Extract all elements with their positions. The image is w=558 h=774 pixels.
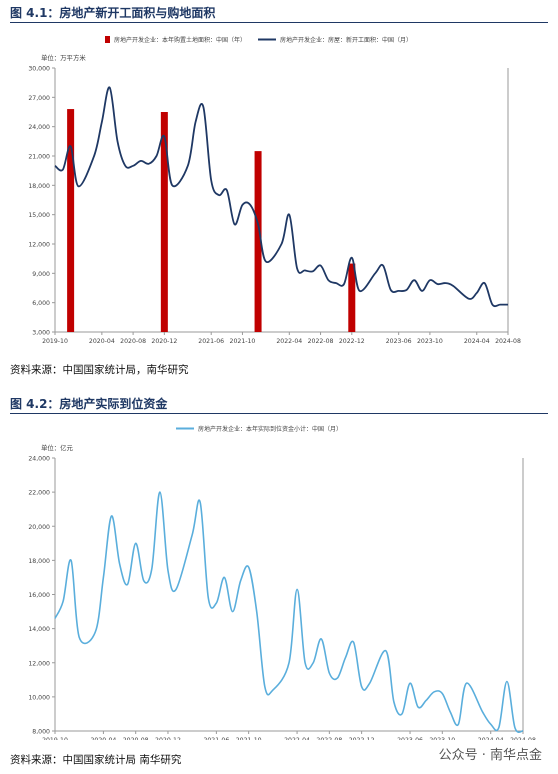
figure-1-title: 图 4.1：房地产新开工面积与购地面积 [10, 6, 216, 20]
x-tick-label: 2023-06 [386, 338, 412, 345]
x-tick-label: 2021-10 [230, 338, 256, 345]
x-tick-label: 2022-04 [284, 737, 310, 740]
x-tick-label: 2022-08 [308, 338, 334, 345]
bar [160, 112, 168, 332]
y-tick-label: 8,000 [32, 729, 50, 736]
figure-2-title: 图 4.2：房地产实际到位资金 [10, 397, 168, 411]
watermark: 公众号 · 南华点金 [438, 748, 542, 763]
y-tick-label: 3,000 [32, 330, 50, 337]
x-tick-label: 2020-08 [120, 338, 146, 345]
y-tick-label: 21,000 [28, 154, 50, 161]
y-tick-label: 16,000 [28, 592, 50, 599]
chart-1: 3,000 6,000 9,000 12,000 15,000 18,000 21,000 2… [28, 36, 521, 345]
y-tick-label: 24,000 [28, 456, 50, 463]
y-tick-label: 27,000 [28, 95, 50, 102]
y-tick-label: 15,000 [28, 212, 50, 219]
series-line [54, 491, 524, 733]
x-tick-label: 2023-06 [397, 737, 423, 740]
y-tick-label: 22,000 [28, 490, 50, 497]
unit-label: 单位：亿元 [41, 443, 74, 452]
x-tick-label: 2022-04 [276, 338, 302, 345]
x-tick-label: 2022-12 [339, 338, 365, 345]
legend-bar-swatch [105, 36, 110, 43]
x-tick-label: 2023-10 [429, 737, 455, 740]
unit-label: 单位：万平方米 [41, 53, 86, 62]
y-tick-label: 18,000 [28, 558, 50, 565]
figure-2-source: 资料来源：中国国家统计局 南华研究 [10, 754, 182, 766]
x-tick-label: 2020-04 [89, 338, 115, 345]
y-tick-label: 9,000 [32, 271, 50, 278]
bar [348, 263, 356, 332]
x-tick-label: 2019-10 [42, 338, 68, 345]
y-tick-label: 10,000 [28, 694, 50, 701]
x-tick-label: 2023-10 [417, 338, 443, 345]
x-tick-label: 2019-10 [42, 737, 68, 740]
x-tick-label: 2020-12 [155, 737, 181, 740]
y-tick-label: 12,000 [28, 660, 50, 667]
figure-1-title-rule [10, 22, 548, 23]
x-tick-label: 2021-10 [236, 737, 262, 740]
y-tick-label: 20,000 [28, 524, 50, 531]
x-tick-label: 2022-08 [316, 737, 342, 740]
legend-label: 房地产开发企业：本年实际到位资金小计：中国（月） [198, 425, 342, 433]
figure-1-source: 资料来源：中国国家统计局，南华研究 [10, 364, 189, 376]
x-tick-label: 2021-06 [198, 338, 224, 345]
y-tick-label: 30,000 [28, 66, 50, 73]
x-tick-label: 2022-12 [349, 737, 375, 740]
legend-label: 房地产开发企业：房屋：新开工面积：中国（月） [280, 36, 412, 44]
y-tick-label: 18,000 [28, 183, 50, 190]
y-tick-label: 6,000 [32, 300, 50, 307]
x-tick-label: 2020-08 [123, 737, 149, 740]
series-line [54, 86, 508, 308]
legend-label: 房地产开发企业：本年购置土地面积：中国（年） [114, 36, 246, 44]
x-tick-label: 2024-04 [478, 737, 504, 740]
y-tick-label: 14,000 [28, 626, 50, 633]
y-tick-label: 12,000 [28, 242, 50, 249]
x-tick-label: 2024-08 [495, 338, 521, 345]
x-tick-label: 2021-06 [203, 737, 229, 740]
figure-2-title-rule [10, 413, 548, 414]
x-tick-label: 2020-12 [151, 338, 177, 345]
y-tick-label: 24,000 [28, 124, 50, 131]
x-tick-label: 2020-04 [90, 737, 116, 740]
x-tick-label: 2024-04 [464, 338, 490, 345]
bar [67, 109, 75, 332]
chart-2: 8,000 10,000 12,000 14,000 16,000 18,000 20,00… [28, 425, 536, 740]
x-tick-label: 2024-08 [510, 737, 536, 740]
bar [254, 151, 262, 332]
